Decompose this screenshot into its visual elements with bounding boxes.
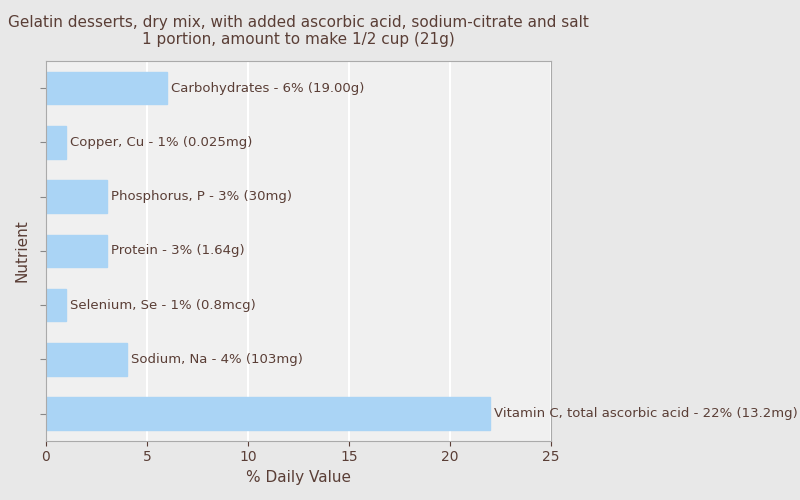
Text: Vitamin C, total ascorbic acid - 22% (13.2mg): Vitamin C, total ascorbic acid - 22% (13… — [494, 407, 798, 420]
Text: Copper, Cu - 1% (0.025mg): Copper, Cu - 1% (0.025mg) — [70, 136, 253, 149]
Text: Sodium, Na - 4% (103mg): Sodium, Na - 4% (103mg) — [130, 353, 302, 366]
Text: Protein - 3% (1.64g): Protein - 3% (1.64g) — [110, 244, 244, 258]
Bar — [46, 398, 490, 430]
Bar — [46, 126, 66, 158]
Bar — [46, 180, 106, 213]
Text: Carbohydrates - 6% (19.00g): Carbohydrates - 6% (19.00g) — [171, 82, 365, 94]
Text: Selenium, Se - 1% (0.8mcg): Selenium, Se - 1% (0.8mcg) — [70, 298, 256, 312]
Bar — [46, 234, 106, 267]
Bar — [46, 72, 167, 104]
Title: Gelatin desserts, dry mix, with added ascorbic acid, sodium-citrate and salt
1 p: Gelatin desserts, dry mix, with added as… — [8, 15, 589, 48]
Bar — [46, 289, 66, 322]
Text: Phosphorus, P - 3% (30mg): Phosphorus, P - 3% (30mg) — [110, 190, 291, 203]
X-axis label: % Daily Value: % Daily Value — [246, 470, 351, 485]
Y-axis label: Nutrient: Nutrient — [15, 220, 30, 282]
Bar — [46, 343, 126, 376]
